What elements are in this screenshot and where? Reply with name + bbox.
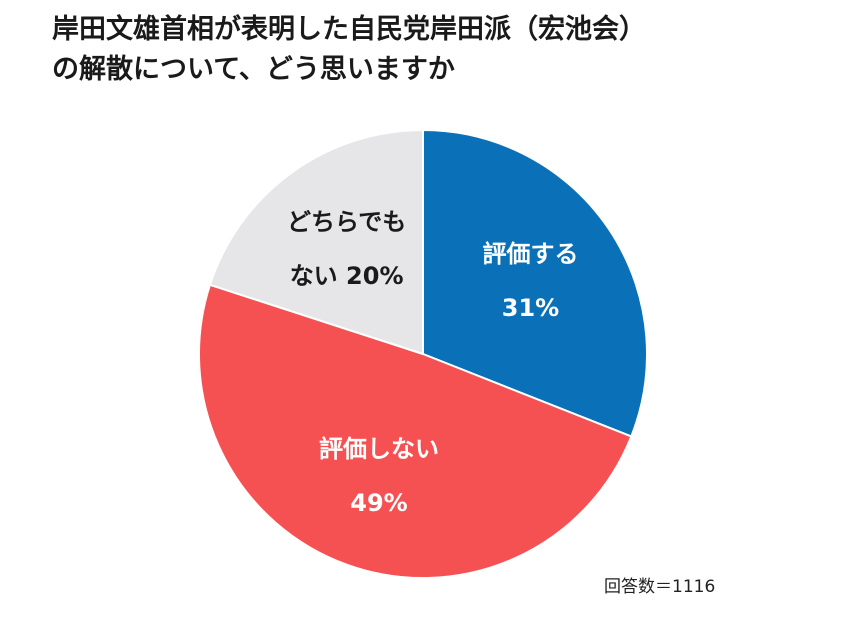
slice-1-label-line-1: 評価する bbox=[483, 240, 579, 268]
pie-slice-3 bbox=[208, 128, 424, 356]
slice-2-label-line-1: 評価しない bbox=[319, 435, 439, 463]
slice-3-label-line-2: ない 20% bbox=[290, 262, 404, 290]
slice-3-label-line-1: どちらでも bbox=[287, 208, 406, 236]
chart-title-line-2: の解散について、どう思いますか bbox=[52, 54, 455, 85]
pie-slices bbox=[198, 128, 648, 580]
sample-size-note: 回答数＝1116 bbox=[604, 577, 716, 597]
pie-slice-1 bbox=[422, 128, 648, 438]
slice-2-label-line-2: 49% bbox=[350, 489, 407, 517]
pie-slice-2 bbox=[198, 283, 633, 580]
chart-title: 岸田文雄首相が表明した自民党岸田派（宏池会） の解散について、どう思いますか bbox=[52, 10, 832, 90]
slice-1-label-line-2: 31% bbox=[502, 294, 559, 322]
chart-title-line-1: 岸田文雄首相が表明した自民党岸田派（宏池会） bbox=[52, 14, 646, 45]
